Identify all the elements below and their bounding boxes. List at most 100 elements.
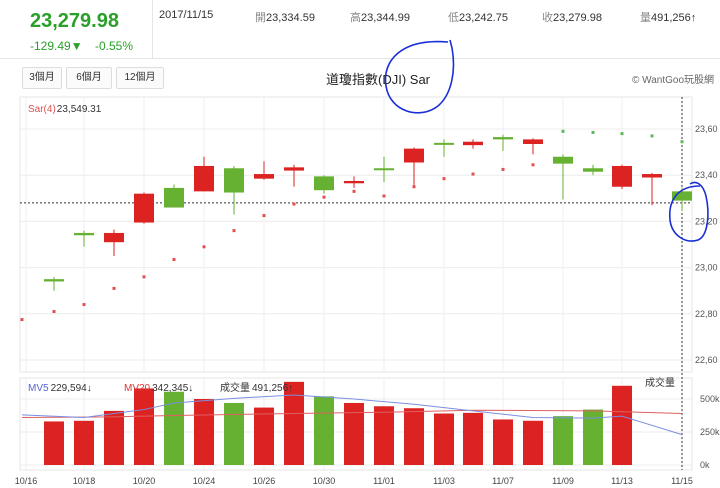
sar-dot (322, 195, 326, 199)
axes-layer: 22,60 22,80 23,00 23,20 23,40 23,60 0k 250k 500k… (15, 124, 720, 486)
high-price: 高23,344.99 (350, 9, 410, 25)
vol-label: 量 (640, 12, 651, 24)
volume-bar (553, 416, 573, 465)
sar-dot (172, 258, 176, 262)
volume-panel-frame (19, 377, 693, 471)
sar-dot (112, 286, 116, 290)
price-panel-frame (19, 96, 693, 373)
sar-dot (142, 275, 146, 279)
range-3m-button[interactable]: 3個月 (22, 67, 62, 89)
x-tick-label: 11/09 (552, 476, 574, 486)
sar-dot (412, 185, 416, 189)
sar-dot (680, 140, 684, 144)
sar-dot (292, 202, 296, 206)
volume-tick-label: 250k (700, 427, 720, 437)
candle-body (374, 168, 394, 171)
sar-dot (620, 132, 624, 136)
x-tick-label: 11/03 (433, 476, 455, 486)
high-value: 23,344.99 (361, 12, 410, 24)
sar-dot (471, 172, 475, 176)
candle-body (523, 139, 543, 145)
x-tick-label: 11/07 (492, 476, 514, 486)
annotation-circle-title (384, 39, 455, 114)
sar-dot (262, 214, 266, 218)
chart-title: 道瓊指數(DJI) Sar (326, 72, 431, 87)
x-tick-label: 10/24 (193, 476, 216, 486)
x-tick-label: 11/15 (671, 476, 693, 486)
sar-dot (202, 245, 206, 249)
sar-dot (20, 318, 24, 322)
annotation-circle-last (669, 181, 709, 242)
candle-body (284, 167, 304, 171)
price-summary: 23,279.98 -129.49▼ -0.55% (26, 6, 154, 58)
candle-body (672, 191, 692, 201)
sar-dot (650, 134, 654, 138)
sar-dot (531, 163, 535, 167)
price-tick-label: 23,20 (695, 216, 718, 226)
price-tick-label: 22,60 (695, 355, 718, 365)
mv5-legend-label: MV5 (28, 383, 49, 394)
candle-body (194, 165, 214, 192)
price-tick-label: 23,40 (695, 170, 718, 180)
volume-summary: 量491,256↑ (640, 9, 696, 25)
volume-panel-title: 成交量 (645, 376, 675, 389)
sar-dot (591, 130, 595, 134)
sar-dot (561, 129, 565, 133)
range-6m-button[interactable]: 6個月 (66, 67, 112, 89)
open-value: 23,334.59 (266, 12, 315, 24)
candle-body (463, 141, 483, 146)
volume-bar (284, 381, 304, 465)
volume-bar (434, 413, 454, 465)
candle-body (583, 168, 603, 172)
price-change: -129.49▼ (30, 39, 83, 53)
sar-legend: Sar(4)23,549.31 (28, 104, 102, 115)
volume-legend-value: 491,256↑ (252, 383, 293, 394)
open-label: 開 (255, 12, 266, 24)
sar-dot (352, 189, 356, 193)
volume-bar (374, 406, 394, 465)
sar-dot (82, 303, 86, 307)
close-value: 23,279.98 (553, 12, 602, 24)
candle-body (104, 232, 124, 243)
candle-body (404, 148, 424, 163)
sar-dot (382, 194, 386, 198)
mv20-line (21, 409, 683, 418)
x-tick-label: 10/30 (313, 476, 336, 486)
x-tick-label: 11/01 (373, 476, 395, 486)
price-tick-label: 23,00 (695, 263, 718, 273)
chart-credit: © WantGoo玩股網 (632, 75, 715, 86)
mv5-line (21, 394, 683, 436)
volume-bar (134, 388, 154, 465)
low-value: 23,242.75 (459, 12, 508, 24)
last-price: 23,279.98 (30, 10, 119, 32)
sar-dot (442, 177, 446, 181)
candle-body (344, 180, 364, 184)
price-change-percent: -0.55% (95, 39, 134, 53)
candle-body (224, 168, 244, 193)
volume-bar (44, 421, 64, 465)
range-12m-button[interactable]: 12個月 (116, 67, 164, 89)
candle-body (434, 142, 454, 145)
mv5-legend: MV5 229,594↓ (28, 383, 92, 394)
candle-body (74, 232, 94, 236)
candle-body (134, 193, 154, 223)
sar-dot (501, 167, 505, 171)
candle-body (254, 174, 274, 179)
volume-legend: 成交量 491,256↑ (220, 381, 293, 394)
volume-legend-label: 成交量 (220, 381, 250, 394)
vol-value: 491,256↑ (651, 12, 697, 24)
price-tick-label: 22,80 (695, 309, 718, 319)
sar-layer (20, 129, 684, 322)
quote-header: 23,279.98 -129.49▼ -0.55% 2017/11/15 開23… (0, 0, 720, 59)
volume-bar (194, 399, 214, 465)
close-price: 收23,279.98 (542, 9, 602, 25)
candle-body (44, 279, 64, 282)
volume-tick-label: 0k (700, 460, 710, 470)
header-divider (152, 0, 153, 58)
open-price: 開23,334.59 (255, 9, 315, 25)
volume-bar (164, 391, 184, 465)
candles-layer (44, 134, 692, 291)
sar-dot (232, 229, 236, 233)
candle-body (553, 156, 573, 164)
